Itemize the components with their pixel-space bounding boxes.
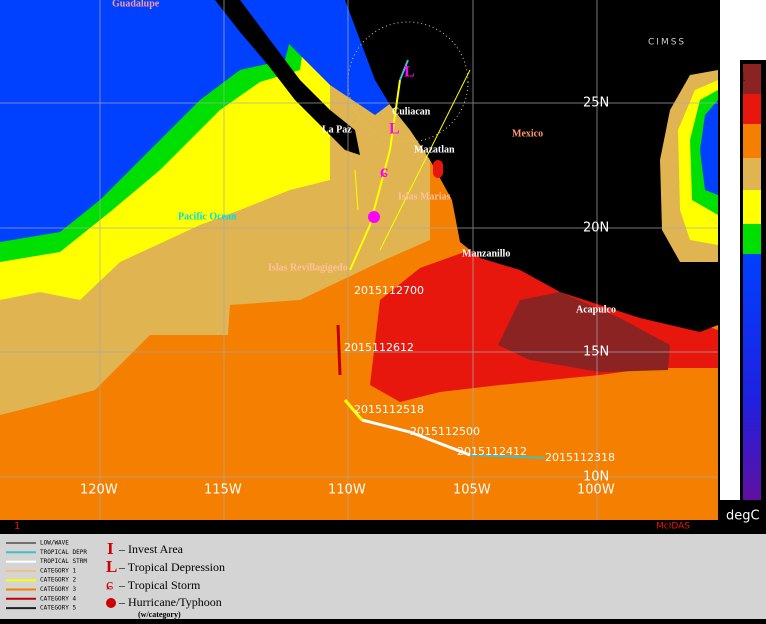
color-swatch	[743, 224, 761, 254]
legend-symbol: I	[107, 539, 114, 558]
track-td	[469, 454, 546, 459]
baja-california	[215, 0, 360, 155]
lat-label: 10N	[583, 470, 609, 485]
hot-spot	[433, 160, 443, 178]
color-swatch	[743, 190, 761, 224]
legend-note: (w/category)	[138, 610, 181, 619]
track-time: 2015112318	[545, 451, 615, 464]
color-swatch	[743, 254, 761, 500]
place-label: Islas Marias	[398, 191, 451, 202]
lon-label: 115W	[204, 483, 242, 498]
legend-panel	[0, 534, 766, 619]
track-time: 2015112500	[410, 425, 480, 438]
storm-symbol: L	[404, 64, 415, 81]
track-forecast	[349, 79, 401, 271]
storm-symbol	[368, 211, 380, 223]
place-label: Guadalupe	[112, 0, 160, 9]
legend-line-label: CATEGORY 4	[40, 595, 77, 602]
status-bar	[0, 520, 718, 532]
legend-symbol: ɕ	[106, 577, 113, 594]
place-label: Acapulco	[576, 304, 616, 315]
storm-track	[336, 59, 546, 459]
place-label: Islas Revillagigedo	[268, 262, 348, 273]
track-time: 2015112700	[354, 284, 424, 297]
graticule	[0, 0, 718, 520]
lat-label: 20N	[583, 221, 609, 236]
gulf-mexico-25	[700, 100, 718, 195]
lat-label: 25N	[583, 96, 609, 111]
legend-item: – Tropical Depression	[118, 560, 225, 574]
track-end	[399, 59, 409, 81]
color-swatch	[743, 158, 761, 190]
track-ts	[361, 418, 471, 457]
lon-label: 100W	[577, 483, 615, 498]
legend-item: – Tropical Storm	[118, 578, 201, 592]
cone	[379, 69, 471, 251]
place-label: Mexico	[512, 128, 543, 139]
track-cat1	[343, 399, 364, 421]
cone	[354, 169, 359, 211]
logo: CIMSS	[648, 38, 686, 48]
colorbar-unit: degC	[726, 509, 760, 524]
place-label: La Paz	[322, 124, 352, 135]
color-swatch	[743, 64, 761, 94]
frame-number: 1	[14, 521, 20, 532]
color-swatch	[743, 94, 761, 124]
sst-map: L L ɕ Guadalupe La Paz Culiacan Mazatlan…	[0, 0, 718, 520]
legend-line-label: TROPICAL STRM	[40, 558, 87, 565]
legend-item: – Invest Area	[118, 542, 184, 556]
track-time: 2015112412	[457, 445, 527, 458]
legend-line-label: TROPICAL DEPR	[40, 549, 87, 556]
legend-line-label: CATEGORY 5	[40, 605, 77, 612]
legend-line-label: CATEGORY 1	[40, 567, 77, 574]
track-cat4	[336, 324, 342, 376]
lon-label: 105W	[453, 483, 491, 498]
lon-label: 110W	[328, 483, 366, 498]
legend-line-label: CATEGORY 3	[40, 586, 77, 593]
colorbar-top	[720, 0, 766, 60]
legend-item: – Hurricane/Typhoon	[118, 595, 222, 609]
track-time: 2015112612	[344, 341, 414, 354]
legend-symbol: L	[106, 557, 117, 576]
lat-label: 15N	[583, 345, 609, 360]
color-swatch	[743, 124, 761, 158]
mainland-mexico	[345, 0, 718, 332]
place-label: Culiacan	[392, 106, 431, 117]
legend-line-label: LOW/WAVE	[40, 540, 69, 547]
lon-label: 120W	[80, 483, 118, 498]
storm-symbol: L	[389, 121, 400, 138]
colorbar-bg	[720, 60, 740, 500]
storm-symbol: ɕ	[380, 161, 388, 181]
place-label: Manzanillo	[462, 248, 510, 259]
track-time: 2015112518	[354, 403, 424, 416]
sea-25	[0, 0, 300, 242]
legend-line-label: CATEGORY 2	[40, 577, 77, 584]
place-label: Mazatlan	[414, 144, 455, 155]
software: McIDAS	[656, 522, 690, 532]
legend: I L ɕ – Invest Area – Tropical Depressio…	[6, 539, 225, 619]
legend-symbol	[106, 598, 116, 608]
place-label: Pacific Ocean	[178, 211, 237, 222]
